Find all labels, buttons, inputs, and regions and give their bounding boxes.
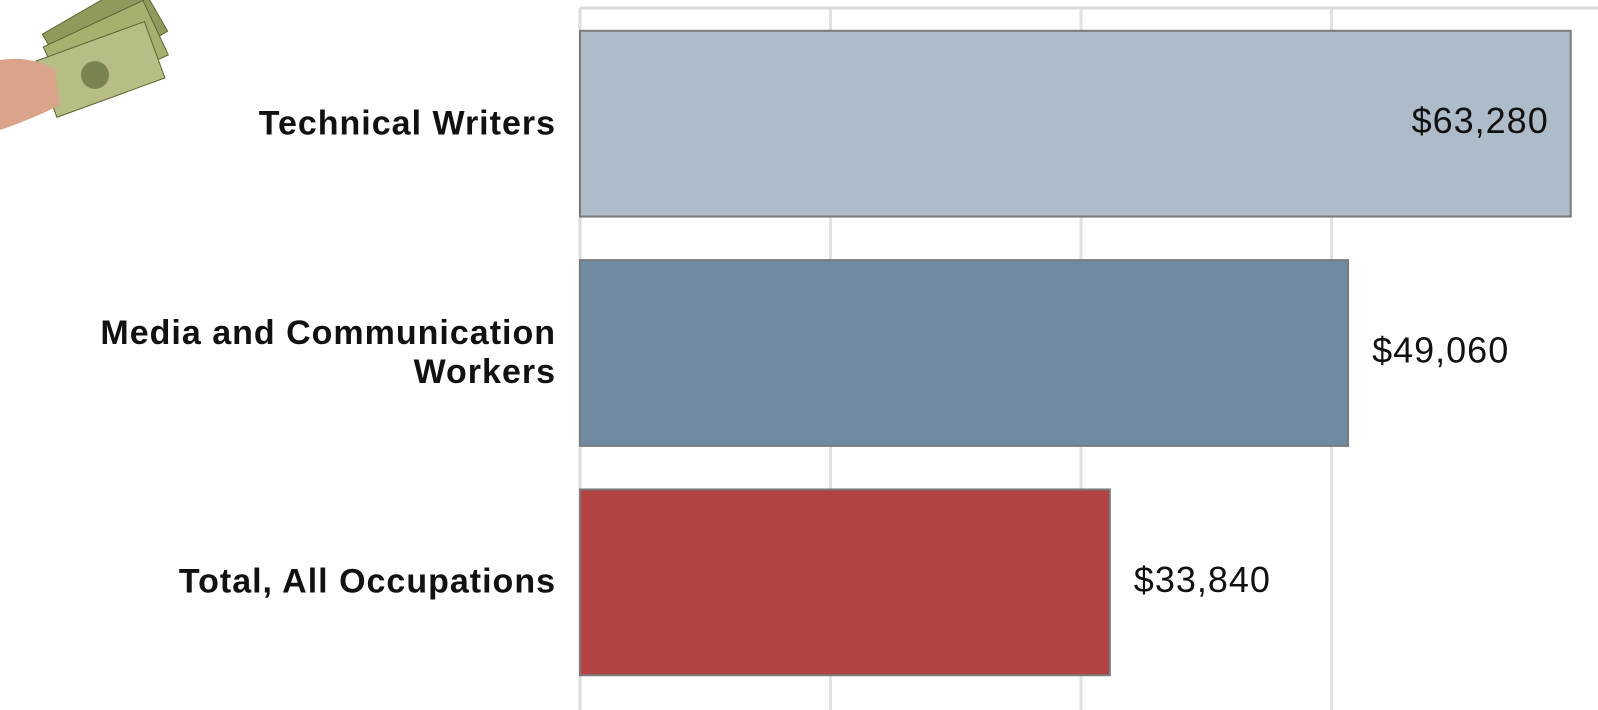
y-tick-label: Technical Writers <box>258 104 556 143</box>
bar <box>579 259 1350 447</box>
value-label: $63,280 <box>1412 100 1549 141</box>
money-icon <box>0 0 169 130</box>
value-label: $49,060 <box>1372 330 1509 371</box>
value-label: $33,840 <box>1134 559 1271 600</box>
y-tick-label: Total, All Occupations <box>178 562 556 601</box>
y-tick-label: Media and Communication Workers <box>100 314 556 391</box>
bar <box>579 488 1111 677</box>
bar <box>579 29 1572 218</box>
